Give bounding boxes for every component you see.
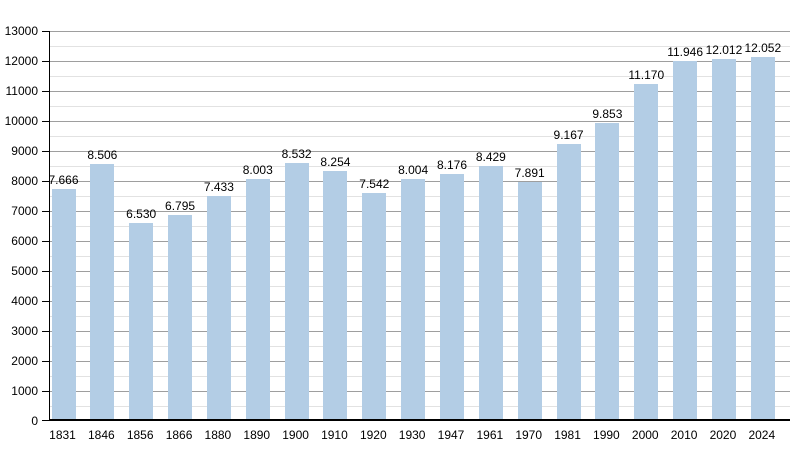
x-axis-label: 2020 <box>709 428 737 442</box>
y-axis-tick <box>42 31 50 32</box>
y-axis-label: 7000 <box>11 204 38 218</box>
y-axis-label: 1000 <box>11 384 38 398</box>
bar <box>401 178 426 419</box>
y-axis-label: 5000 <box>11 264 38 278</box>
bar <box>168 215 193 419</box>
bar <box>284 163 309 419</box>
y-axis-tick <box>42 420 50 421</box>
y-axis-tick <box>42 361 50 362</box>
y-axis-tick <box>42 121 50 122</box>
bar-value-label: 8.532 <box>281 147 312 162</box>
x-axis-label: 1846 <box>87 428 115 442</box>
gridline-major <box>50 151 790 152</box>
y-axis-tick <box>42 151 50 152</box>
x-axis-label: 1910 <box>321 428 348 442</box>
y-axis-label: 8000 <box>11 174 38 188</box>
bar <box>711 58 736 419</box>
gridline-major <box>50 61 790 62</box>
bar <box>478 166 503 419</box>
x-axis-label: 1981 <box>554 428 581 442</box>
bar-value-label: 9.167 <box>553 128 584 142</box>
y-axis-label: 4000 <box>11 294 38 308</box>
bar <box>556 144 581 419</box>
bar <box>206 196 231 419</box>
x-axis-label: 1961 <box>476 428 504 442</box>
bar-value-label: 11.946 <box>667 44 703 59</box>
bar-value-label: 6.530 <box>126 207 157 222</box>
y-axis-tick <box>42 91 50 92</box>
x-axis-label: 1990 <box>593 428 620 442</box>
bar <box>51 189 76 419</box>
bar-value-label: 7.542 <box>359 176 390 191</box>
y-axis-tick <box>42 271 50 272</box>
gridline-minor <box>50 166 790 167</box>
y-axis-label: 0 <box>31 414 38 428</box>
y-axis-label: 11000 <box>5 84 38 98</box>
gridline-minor <box>50 136 790 137</box>
x-axis-label: 1900 <box>282 428 309 442</box>
x-axis-label: 1947 <box>437 428 465 442</box>
bar <box>362 192 387 419</box>
y-axis-label: 9000 <box>11 144 38 158</box>
bar-value-label: 8.429 <box>475 150 506 165</box>
bar <box>245 178 270 419</box>
y-axis-tick <box>42 61 50 62</box>
bar-value-label: 8.254 <box>320 155 351 170</box>
gridline-minor <box>50 106 790 107</box>
x-axis-label: 1831 <box>49 428 76 442</box>
x-axis-label: 1866 <box>165 428 193 442</box>
bar <box>595 123 620 419</box>
bar-value-label: 8.176 <box>436 157 468 172</box>
x-axis-label: 1930 <box>398 428 426 442</box>
bar <box>90 163 115 419</box>
bar-value-label: 8.506 <box>87 147 118 162</box>
y-axis-tick <box>42 391 50 392</box>
x-axis-label: 2024 <box>748 428 776 442</box>
y-axis-label: 10000 <box>4 114 38 128</box>
bar-value-label: 8.003 <box>242 162 273 177</box>
gridline-major <box>50 91 790 92</box>
y-axis-label: 6000 <box>11 234 38 248</box>
gridline-major <box>50 31 790 32</box>
x-axis-label: 1890 <box>243 428 271 442</box>
y-axis-label: 3000 <box>11 324 38 338</box>
bar-value-label: 7.666 <box>48 173 79 188</box>
x-axis-label: 2010 <box>670 428 698 442</box>
bar <box>129 223 154 419</box>
bar <box>517 182 542 419</box>
bar <box>673 60 698 419</box>
bar-value-label: 8.004 <box>398 162 429 177</box>
x-axis-label: 1920 <box>359 428 387 442</box>
x-axis-label: 1880 <box>204 428 232 442</box>
bar-value-label: 9.853 <box>592 107 623 122</box>
y-axis-tick <box>42 211 50 212</box>
y-axis-tick <box>42 241 50 242</box>
gridline-major <box>50 121 790 122</box>
gridline-minor <box>50 46 790 47</box>
bar <box>323 171 348 419</box>
y-axis-label: 12000 <box>4 54 38 68</box>
x-axis-label: 1970 <box>515 428 543 442</box>
bar-value-label: 11.170 <box>628 67 665 82</box>
bar-value-label: 12.012 <box>705 42 743 57</box>
bar-value-label: 7.433 <box>203 180 234 195</box>
plot-area: 7.666 8.506 6.530 6.795 7.433 8.003 8.532 8.254… <box>42 31 790 421</box>
bar-value-label: 6.795 <box>165 199 196 214</box>
bar-value-label: 7.891 <box>514 166 545 181</box>
bar <box>440 173 464 419</box>
bar-value-label: 12.052 <box>744 41 782 56</box>
x-axis-label: 2000 <box>631 428 659 442</box>
gridline-minor <box>50 76 790 77</box>
y-axis-tick <box>42 181 50 182</box>
bar <box>750 57 775 419</box>
bar <box>634 83 659 419</box>
y-axis-label: 2000 <box>11 354 38 368</box>
x-axis-label: 1856 <box>126 428 154 442</box>
y-axis-tick <box>42 331 50 332</box>
y-axis-tick <box>42 301 50 302</box>
y-axis-label: 13000 <box>4 24 38 38</box>
